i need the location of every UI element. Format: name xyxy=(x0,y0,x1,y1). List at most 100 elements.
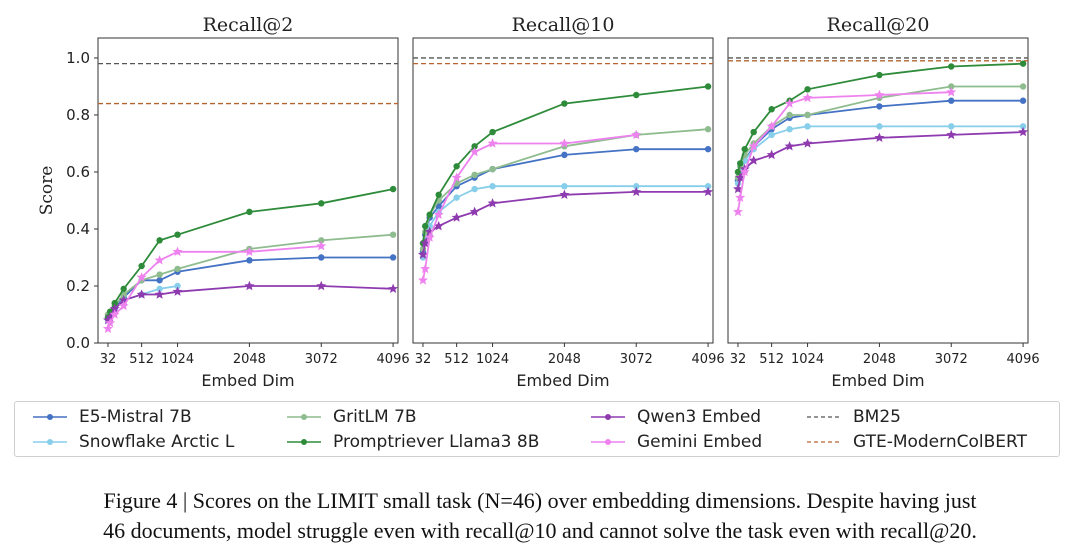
data-point-promptriever-llama3-8b xyxy=(246,208,253,216)
chart-panel-3: Recall@20 32 512 1024 2048 3072 4096 Embed Dim xyxy=(727,14,1040,390)
data-point-e5-mistral-7b xyxy=(246,257,253,264)
data-point-promptriever-llama3-8b xyxy=(561,100,568,107)
data-point-gemini-embed xyxy=(118,300,129,311)
data-point-gemini-embed xyxy=(631,129,642,140)
data-point-gemini-embed xyxy=(136,272,147,282)
legend: E5-Mistral 7B Snowflake Arctic L GritLM … xyxy=(14,401,1060,457)
data-point-e5-mistral-7b xyxy=(156,277,163,284)
legend-label: Promptriever Llama3 8B xyxy=(333,432,540,452)
data-point-promptriever-llama3-8b xyxy=(120,285,127,293)
data-point-gritlm-7b xyxy=(786,111,793,119)
series-line-gritlm-7b xyxy=(737,85,1024,178)
data-point-gemini-embed xyxy=(559,138,570,148)
x-tick-label: 3072 xyxy=(305,352,338,367)
legend-item-snowflake: Snowflake Arctic L xyxy=(33,431,234,453)
data-point-gemini-embed xyxy=(874,89,885,100)
data-point-qwen3-embed xyxy=(631,186,642,197)
data-point-e5-mistral-7b xyxy=(948,97,955,104)
data-point-snowflake-arctic-l xyxy=(471,185,478,193)
legend-swatch xyxy=(287,439,321,445)
data-point-qwen3-embed xyxy=(388,283,399,294)
plot-frame xyxy=(97,37,399,344)
data-point-gritlm-7b xyxy=(1019,83,1027,90)
chart-panels: Recall@2 32 512 1024 2048 3072 4096 Embed Dim 0.… xyxy=(37,14,1040,390)
data-point-e5-mistral-7b xyxy=(876,103,883,110)
data-point-snowflake-arctic-l xyxy=(804,123,811,130)
data-point-gritlm-7b xyxy=(704,126,712,133)
data-point-gemini-embed xyxy=(109,309,120,319)
legend-label: GTE-ModernColBERT xyxy=(853,432,1027,452)
data-point-qwen3-embed xyxy=(418,249,428,259)
legend-item-gte-moderncolbert: GTE-ModernColBERT xyxy=(807,431,1027,453)
x-tick-label: 32 xyxy=(415,352,432,367)
x-tick-label: 32 xyxy=(100,352,117,367)
data-point-promptriever-llama3-8b xyxy=(389,185,397,193)
data-point-promptriever-llama3-8b xyxy=(876,71,883,79)
x-tick-label: 512 xyxy=(444,352,469,367)
data-point-promptriever-llama3-8b xyxy=(734,168,742,176)
data-point-e5-mistral-7b xyxy=(633,145,640,153)
data-point-promptriever-llama3-8b xyxy=(948,63,955,70)
data-point-snowflake-arctic-l xyxy=(633,183,640,190)
data-point-promptriever-llama3-8b xyxy=(768,106,775,113)
data-point-promptriever-llama3-8b xyxy=(471,143,478,150)
data-point-snowflake-arctic-l xyxy=(453,194,460,201)
data-point-qwen3-embed xyxy=(469,206,480,217)
data-point-promptriever-llama3-8b xyxy=(156,237,163,244)
data-point-qwen3-embed xyxy=(451,212,462,222)
figure-caption: Figure 4 | Scores on the LIMIT small tas… xyxy=(0,486,1080,546)
plot-frame xyxy=(412,37,714,344)
y-tick-label: 0.4 xyxy=(66,220,90,238)
data-point-snowflake-arctic-l xyxy=(426,222,433,230)
data-point-qwen3-embed xyxy=(766,149,777,160)
data-point-qwen3-embed xyxy=(1018,126,1029,137)
x-axis-label: Embed Dim xyxy=(201,371,294,390)
data-point-gritlm-7b xyxy=(174,265,181,273)
data-point-promptriever-llama3-8b xyxy=(750,128,757,136)
data-point-qwen3-embed xyxy=(784,141,795,151)
series-line-gritlm-7b xyxy=(422,128,709,250)
data-point-gemini-embed xyxy=(418,275,428,285)
data-point-qwen3-embed xyxy=(946,129,957,140)
data-point-promptriever-llama3-8b xyxy=(633,91,640,99)
y-axis-label: Score xyxy=(37,166,57,216)
y-tick-label: 0.8 xyxy=(66,106,90,124)
y-tick-label: 1.0 xyxy=(66,49,90,67)
x-tick-label: 512 xyxy=(759,352,784,367)
data-point-qwen3-embed xyxy=(487,198,498,208)
data-point-promptriever-llama3-8b xyxy=(489,128,496,136)
data-point-gemini-embed xyxy=(487,138,498,148)
data-point-e5-mistral-7b xyxy=(318,254,325,261)
data-point-promptriever-llama3-8b xyxy=(804,86,811,93)
data-point-promptriever-llama3-8b xyxy=(741,145,748,153)
data-point-snowflake-arctic-l xyxy=(156,285,163,293)
data-point-promptriever-llama3-8b xyxy=(453,163,460,170)
legend-item-gritlm: GritLM 7B xyxy=(287,406,417,428)
legend-swatch xyxy=(591,414,625,420)
data-point-promptriever-llama3-8b xyxy=(435,191,442,198)
series-line-snowflake-arctic-l xyxy=(737,125,1024,184)
legend-label: Gemini Embed xyxy=(637,432,763,452)
data-point-qwen3-embed xyxy=(874,132,885,142)
data-point-gemini-embed xyxy=(739,166,750,177)
legend-label: Snowflake Arctic L xyxy=(79,432,235,452)
data-point-e5-mistral-7b xyxy=(561,151,568,159)
x-tick-label: 2048 xyxy=(233,352,266,367)
x-tick-label: 4096 xyxy=(1007,352,1040,367)
data-point-gritlm-7b xyxy=(471,171,478,179)
data-point-promptriever-llama3-8b xyxy=(1019,60,1027,67)
data-point-snowflake-arctic-l xyxy=(174,282,181,290)
chart-panel-2: Recall@10 32 512 1024 2048 3072 4096 Embed Dim xyxy=(412,14,725,390)
x-tick-label: 32 xyxy=(730,352,747,367)
y-tick-label: 0.2 xyxy=(66,277,90,295)
series-line-promptriever-llama3-8b xyxy=(737,62,1024,173)
data-point-gemini-embed xyxy=(420,263,431,274)
legend-label: GritLM 7B xyxy=(333,407,417,427)
data-point-gritlm-7b xyxy=(318,237,325,244)
data-point-gemini-embed xyxy=(469,146,480,157)
legend-label: BM25 xyxy=(853,407,901,427)
data-point-qwen3-embed xyxy=(433,220,444,231)
legend-item-qwen3: Qwen3 Embed xyxy=(591,406,761,428)
x-axis-label: Embed Dim xyxy=(516,371,609,390)
x-tick-label: 4096 xyxy=(377,352,410,367)
